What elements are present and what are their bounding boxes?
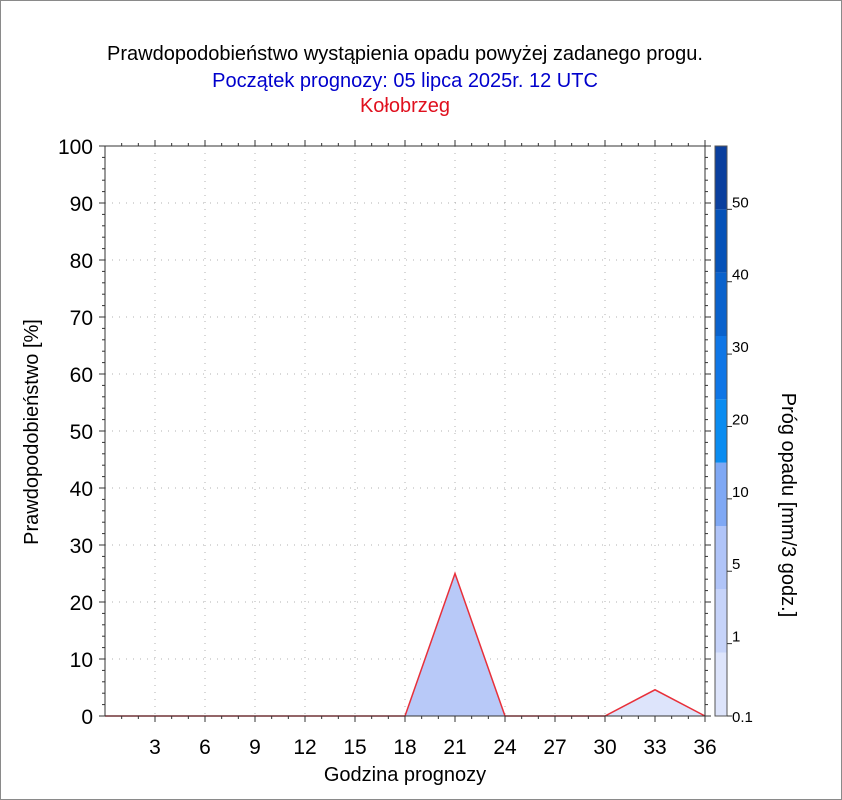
- y-tick-label: 70: [70, 307, 93, 330]
- x-tick-label: 36: [693, 736, 716, 759]
- grid-lines: [105, 146, 705, 716]
- colorbar-segment: [715, 399, 727, 463]
- y-tick-label: 50: [70, 421, 93, 444]
- y-tick-label: 40: [70, 478, 93, 501]
- x-tick-label: 12: [293, 736, 316, 759]
- y-tick-label: 100: [58, 136, 93, 159]
- plot-border: [104, 145, 706, 717]
- colorbar-tick-label: 20: [732, 411, 749, 428]
- x-tick-label: 27: [543, 736, 566, 759]
- colorbar-segment: [715, 526, 727, 590]
- x-axis-label: Godzina prognozy: [324, 764, 486, 786]
- y-axis-label: Prawdopodobieństwo [%]: [21, 319, 43, 545]
- colorbar-segment: [715, 272, 727, 336]
- colorbar-tick-label: 0.1: [732, 709, 753, 726]
- x-tick-label: 33: [643, 736, 666, 759]
- colorbar-tick-label: 1: [732, 629, 740, 646]
- colorbar-segment: [715, 336, 727, 400]
- y-tick-label: 90: [70, 193, 93, 216]
- chart-title: Prawdopodobieństwo wystąpienia opadu pow…: [107, 43, 703, 65]
- x-tick-label: 9: [249, 736, 261, 759]
- colorbar-segment: [715, 652, 727, 716]
- chart-subtitle: Początek prognozy: 05 lipca 2025r. 12 UT…: [212, 70, 598, 92]
- y-tick-label: 30: [70, 535, 93, 558]
- x-tick-label: 21: [443, 736, 466, 759]
- colorbar: 0.1 1 5 10 20 30 40 50: [714, 145, 753, 726]
- colorbar-tick-label: 10: [732, 484, 749, 501]
- colorbar-segment: [715, 146, 727, 210]
- y-tick-label: 10: [70, 649, 93, 672]
- x-tick-label: 6: [199, 736, 211, 759]
- y-tick-label: 0: [81, 706, 93, 729]
- x-tick-label: 30: [593, 736, 616, 759]
- area-series: [105, 573, 705, 716]
- x-tick-label: 18: [393, 736, 416, 759]
- x-tick-label: 24: [493, 736, 517, 759]
- colorbar-tick-label: 30: [732, 339, 749, 356]
- x-tick-label: 15: [343, 736, 366, 759]
- colorbar-segment: [715, 462, 727, 526]
- colorbar-segment: [715, 209, 727, 273]
- y-tick-label: 20: [70, 592, 93, 615]
- colorbar-tick-label: 40: [732, 267, 749, 284]
- x-tick-label: 3: [149, 736, 161, 759]
- y-tick-label: 60: [70, 364, 93, 387]
- colorbar-tick-label: 5: [732, 556, 740, 573]
- colorbar-tick-label: 50: [732, 194, 749, 211]
- colorbar-segment: [715, 589, 727, 653]
- chart-location: Kołobrzeg: [359, 95, 451, 117]
- y-tick-label: 80: [70, 250, 93, 273]
- colorbar-label: Próg opadu [mm/3 godz.]: [777, 393, 799, 618]
- colorbar-border: [714, 145, 728, 717]
